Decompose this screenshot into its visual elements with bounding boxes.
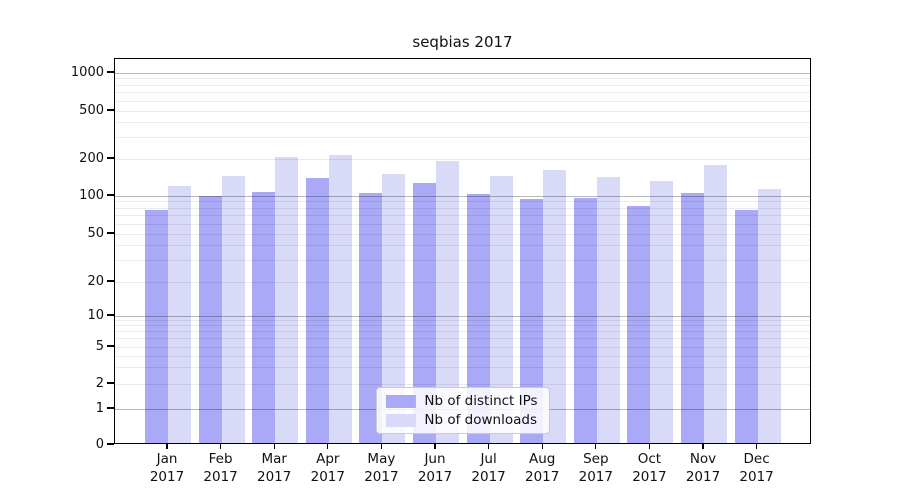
x-tick-mark-jan bbox=[166, 444, 168, 449]
legend-swatch-distinct-ips bbox=[385, 394, 416, 408]
x-tick-mark-may bbox=[380, 444, 383, 449]
bar-downloads-nov bbox=[704, 164, 727, 443]
legend-label-downloads: Nb of downloads bbox=[424, 412, 537, 428]
bar-downloads-feb bbox=[221, 175, 245, 443]
bars-layer bbox=[115, 59, 810, 443]
chart-title: seqbias 2017 bbox=[412, 33, 513, 51]
bar-downloads-jun bbox=[436, 160, 459, 443]
bar-distinct-ips-oct bbox=[627, 205, 651, 443]
y-tick-mark-200 bbox=[107, 157, 114, 159]
bar-distinct-ips-may bbox=[359, 192, 383, 443]
x-tick-mark-feb bbox=[219, 444, 222, 449]
bar-distinct-ips-aug bbox=[520, 198, 544, 443]
x-tick-mark-sep bbox=[595, 444, 597, 449]
bar-downloads-may bbox=[382, 173, 406, 443]
x-tick-mark-oct bbox=[648, 444, 651, 449]
y-tick-mark-50 bbox=[107, 232, 114, 234]
x-tick-mark-jun bbox=[434, 444, 436, 449]
x-tick-label-jun: Jun 2017 bbox=[417, 451, 453, 485]
x-tick-mark-nov bbox=[702, 444, 704, 449]
bar-downloads-apr bbox=[328, 154, 352, 443]
y-tick-mark-2 bbox=[107, 382, 114, 384]
bar-downloads-dec bbox=[757, 188, 781, 443]
y-tick-label-100: 100 bbox=[79, 187, 104, 203]
y-tick-label-20: 20 bbox=[87, 273, 104, 289]
bar-downloads-jan bbox=[168, 185, 191, 443]
bar-distinct-ips-jul bbox=[466, 193, 490, 443]
y-tick-label-5: 5 bbox=[95, 338, 104, 354]
x-tick-label-oct: Oct 2017 bbox=[632, 451, 667, 485]
bar-downloads-jul bbox=[489, 175, 513, 443]
x-tick-label-nov: Nov 2017 bbox=[685, 451, 721, 485]
y-tick-label-10: 10 bbox=[87, 307, 104, 323]
bar-distinct-ips-dec bbox=[734, 209, 758, 443]
bar-distinct-ips-jun bbox=[413, 182, 436, 443]
y-tick-label-1: 1 bbox=[95, 400, 104, 416]
y-tick-label-1000: 1000 bbox=[70, 64, 104, 80]
x-tick-label-feb: Feb 2017 bbox=[203, 451, 238, 485]
bar-downloads-mar bbox=[275, 156, 299, 443]
y-tick-label-500: 500 bbox=[79, 102, 104, 118]
x-tick-mark-dec bbox=[755, 444, 758, 449]
bar-distinct-ips-jan bbox=[145, 209, 168, 443]
bar-distinct-ips-apr bbox=[305, 178, 329, 443]
y-tick-mark-5 bbox=[107, 345, 114, 347]
legend-entry-downloads: Nb of downloads bbox=[385, 413, 537, 427]
y-tick-mark-1000 bbox=[107, 71, 114, 73]
bar-distinct-ips-feb bbox=[198, 196, 222, 443]
x-tick-mark-apr bbox=[327, 444, 329, 449]
y-tick-mark-10 bbox=[107, 314, 114, 316]
y-tick-mark-20 bbox=[107, 280, 114, 282]
bar-distinct-ips-sep bbox=[573, 197, 597, 443]
bar-distinct-ips-mar bbox=[252, 192, 276, 443]
y-tick-label-200: 200 bbox=[79, 150, 104, 166]
x-tick-label-sep: Sep 2017 bbox=[578, 451, 613, 485]
legend: Nb of distinct IPs Nb of downloads bbox=[375, 387, 550, 434]
x-tick-label-jan: Jan 2017 bbox=[149, 451, 185, 485]
x-tick-label-apr: Apr 2017 bbox=[310, 451, 345, 485]
bar-downloads-sep bbox=[596, 176, 620, 443]
x-tick-mark-aug bbox=[541, 444, 543, 449]
x-tick-label-may: May 2017 bbox=[364, 451, 399, 485]
x-tick-label-mar: Mar 2017 bbox=[257, 451, 292, 485]
y-tick-mark-100 bbox=[107, 194, 114, 196]
bar-downloads-oct bbox=[650, 180, 674, 443]
legend-label-distinct-ips: Nb of distinct IPs bbox=[424, 393, 538, 409]
x-tick-label-dec: Dec 2017 bbox=[739, 451, 774, 485]
x-tick-label-aug: Aug 2017 bbox=[525, 451, 560, 485]
bar-distinct-ips-nov bbox=[681, 193, 704, 443]
x-tick-mark-jul bbox=[487, 444, 490, 449]
bar-downloads-aug bbox=[543, 169, 567, 443]
plot-area: Nb of distinct IPs Nb of downloads bbox=[114, 58, 811, 444]
y-tick-label-50: 50 bbox=[87, 225, 104, 241]
x-tick-mark-mar bbox=[273, 444, 275, 449]
y-tick-label-2: 2 bbox=[95, 375, 104, 391]
y-tick-mark-1 bbox=[107, 407, 114, 409]
legend-entry-distinct-ips: Nb of distinct IPs bbox=[385, 393, 538, 409]
y-tick-mark-500 bbox=[107, 109, 114, 111]
legend-swatch-downloads bbox=[385, 413, 416, 427]
y-tick-mark-0 bbox=[107, 443, 114, 445]
x-tick-label-jul: Jul 2017 bbox=[471, 451, 506, 485]
y-tick-label-0: 0 bbox=[95, 436, 104, 452]
